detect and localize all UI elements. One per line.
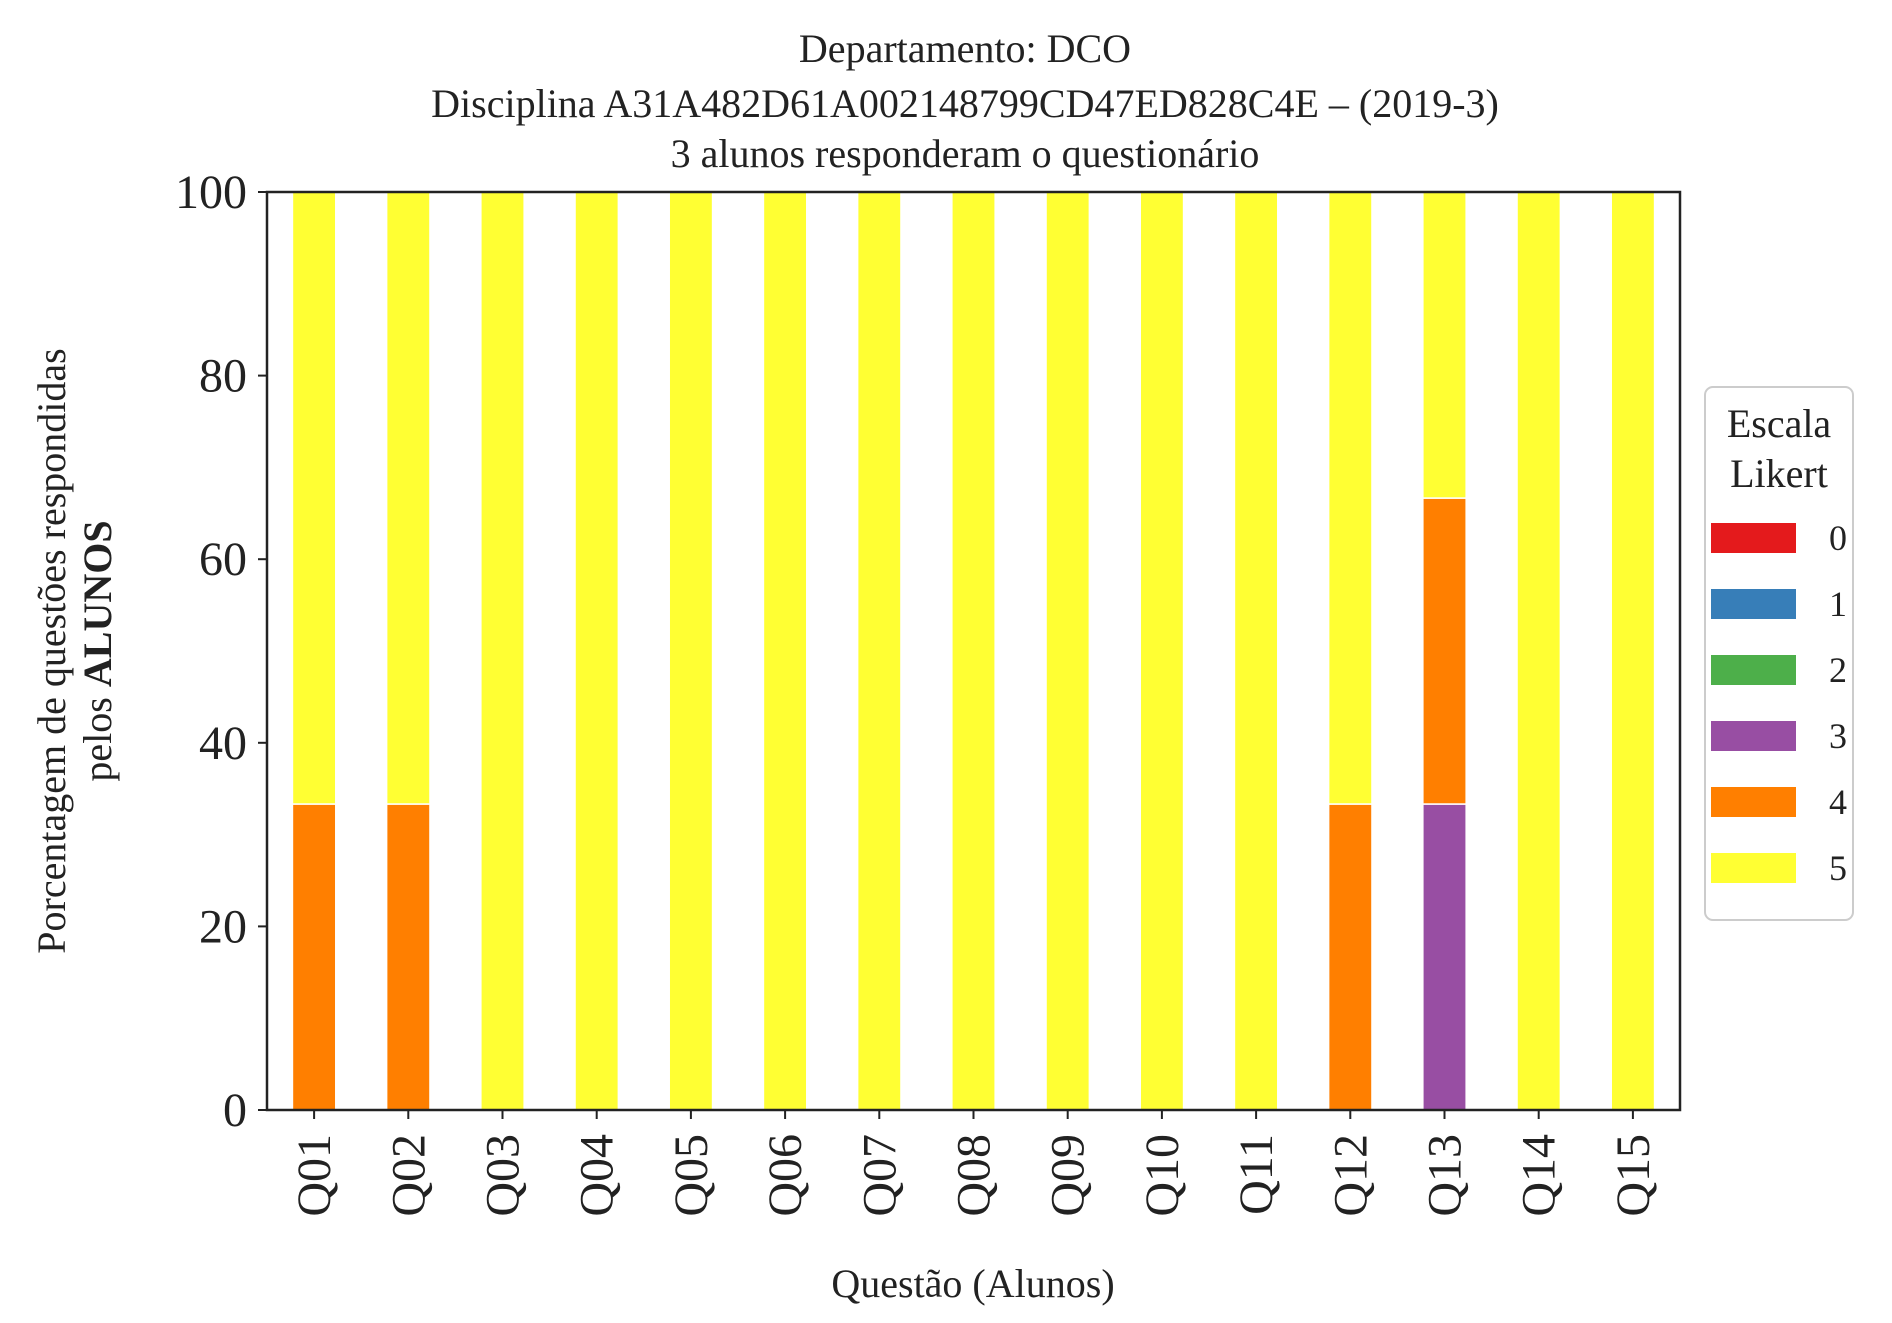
bar-q03-level-5 [480, 191, 525, 1111]
bar-q08-level-5 [951, 191, 996, 1111]
x-tick-label: Q09 [1042, 1134, 1095, 1217]
y-axis: 0 20 40 60 80 100 [175, 166, 267, 1137]
x-tick-label: Q05 [665, 1134, 718, 1217]
bars-layer [291, 191, 1656, 1111]
legend-frame [1704, 386, 1854, 921]
legend-swatch-5 [1711, 853, 1796, 883]
bar-q02-level-4 [385, 803, 431, 1111]
bar-q05-level-5 [668, 191, 714, 1111]
legend-label-4: 4 [1829, 782, 1847, 822]
x-tick-label: Q15 [1607, 1134, 1660, 1217]
legend: Escala Likert 0 1 2 3 4 5 [1704, 386, 1854, 921]
x-tick-label: Q11 [1230, 1134, 1283, 1215]
y-axis-label-line-2: pelos ALUNOS [75, 520, 120, 781]
x-tick-label: Q06 [759, 1134, 812, 1217]
legend-label-1: 1 [1829, 584, 1847, 624]
legend-swatch-0 [1711, 523, 1796, 553]
bar-q13-level-4 [1422, 497, 1467, 805]
legend-label-3: 3 [1829, 716, 1847, 756]
bar-q13-level-3 [1422, 803, 1467, 1111]
y-axis-label-line-1: Porcentagem de questões respondidas [29, 348, 74, 953]
legend-swatch-1 [1711, 589, 1796, 619]
bar-q11-level-5 [1233, 191, 1279, 1111]
x-tick-label: Q14 [1513, 1134, 1566, 1217]
x-axis-label: Questão (Alunos) [831, 1261, 1114, 1306]
x-tick-label: Q13 [1419, 1134, 1472, 1217]
bar-q02-level-5 [385, 191, 431, 805]
legend-swatch-4 [1711, 787, 1796, 817]
bar-q14-level-5 [1516, 191, 1562, 1111]
legend-title-line-1: Escala [1727, 401, 1832, 446]
x-tick-label: Q02 [382, 1134, 435, 1217]
bar-q12-level-5 [1327, 191, 1373, 805]
y-axis-label-prefix: pelos [75, 687, 120, 781]
legend-label-5: 5 [1829, 848, 1847, 888]
legend-title-line-2: Likert [1730, 451, 1828, 496]
x-tick-label: Q04 [571, 1134, 624, 1217]
legend-items: 0 1 2 3 4 5 [1711, 518, 1847, 888]
bar-q01-level-4 [291, 803, 337, 1111]
legend-swatch-2 [1711, 655, 1796, 685]
title-line-3: 3 alunos responderam o questionário [671, 131, 1260, 176]
bar-q01-level-5 [291, 191, 337, 805]
y-axis-label-bold: ALUNOS [75, 520, 120, 687]
y-tick-label: 60 [199, 533, 247, 586]
legend-label-2: 2 [1829, 650, 1847, 690]
y-tick-label: 0 [223, 1084, 247, 1137]
title-line-2: Disciplina A31A482D61A002148799CD47ED828… [431, 81, 1499, 126]
legend-label-0: 0 [1829, 518, 1847, 558]
chart-title: Departamento: DCO Disciplina A31A482D61A… [431, 26, 1499, 176]
bar-q04-level-5 [574, 191, 620, 1111]
x-tick-label: Q03 [477, 1134, 530, 1217]
x-tick-label: Q10 [1136, 1134, 1189, 1217]
y-axis-label: Porcentagem de questões respondidas pelo… [29, 348, 120, 953]
bar-q10-level-5 [1139, 191, 1185, 1111]
x-tick-label: Q12 [1324, 1134, 1377, 1217]
y-tick-label: 20 [199, 900, 247, 953]
bar-q12-level-4 [1327, 803, 1373, 1111]
x-tick-label: Q01 [288, 1134, 341, 1217]
y-tick-label: 40 [199, 717, 247, 770]
bar-q09-level-5 [1045, 191, 1091, 1111]
x-tick-label: Q08 [948, 1134, 1001, 1217]
x-axis: Q01 Q02 Q03 Q04 Q05 Q06 Q07 Q08 Q09 Q10 Q11 Q12 Q13 Q… [288, 1110, 1660, 1217]
bar-q15-level-5 [1610, 191, 1656, 1111]
y-tick-label: 80 [199, 350, 247, 403]
bar-q07-level-5 [856, 191, 902, 1111]
legend-swatch-3 [1711, 721, 1796, 751]
x-tick-label: Q07 [853, 1134, 906, 1217]
y-tick-label: 100 [175, 166, 247, 219]
bar-q06-level-5 [762, 191, 808, 1111]
bar-q13-level-5 [1422, 191, 1467, 499]
title-line-1: Departamento: DCO [799, 26, 1131, 71]
